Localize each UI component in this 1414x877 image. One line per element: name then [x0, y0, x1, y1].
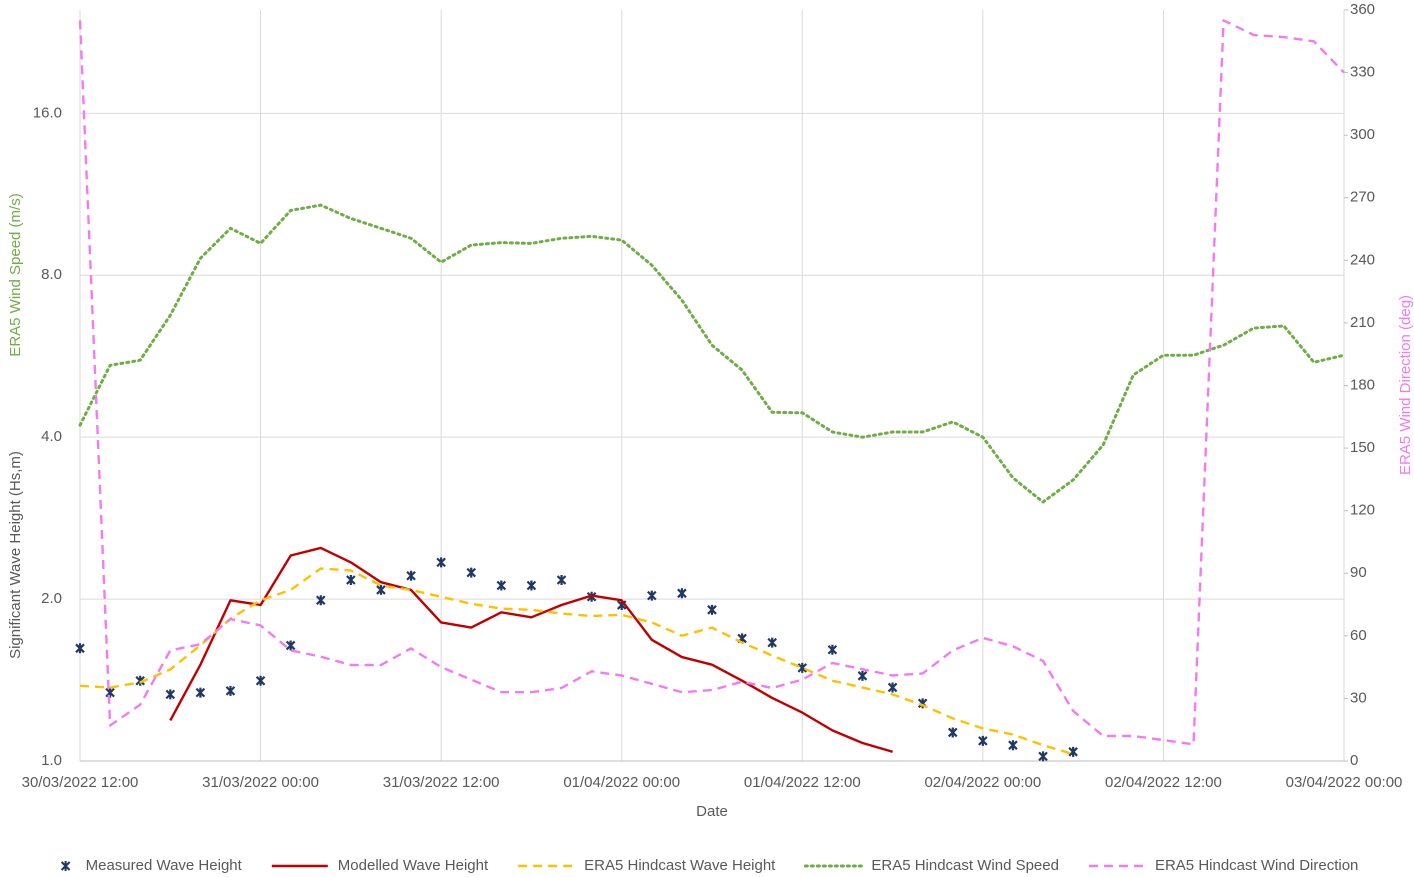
data-point	[526, 580, 537, 591]
series-line	[78, 19, 1345, 746]
series-line	[78, 203, 1346, 504]
y2-axis-title: ERA5 Wind Direction (deg)	[1397, 295, 1414, 475]
data-point	[857, 670, 868, 681]
x-tick-label: 03/04/2022 00:00	[1286, 774, 1403, 791]
y2-tick-label: 60	[1350, 627, 1367, 644]
x-tick-label: 02/04/2022 00:00	[924, 774, 1041, 791]
legend-item: Measured Wave Height	[60, 857, 243, 874]
data-point	[285, 640, 296, 651]
data-point	[466, 567, 477, 578]
x-axis-title: Date	[696, 803, 728, 820]
y-tick-label: 1.0	[41, 752, 62, 769]
data-point	[827, 644, 838, 655]
data-point	[315, 595, 326, 606]
data-point	[195, 687, 206, 698]
data-point	[947, 727, 958, 738]
data-point	[376, 584, 386, 595]
x-tick-label: 30/03/2022 12:00	[22, 774, 139, 791]
legend-label: ERA5 Hindcast Wave Height	[584, 857, 776, 874]
legend-item: ERA5 Hindcast Wind Speed	[803, 857, 1059, 874]
data-point	[225, 685, 236, 696]
y2-tick-label: 90	[1350, 564, 1367, 581]
y2-tick-label: 300	[1350, 126, 1375, 143]
y2-tick-label: 240	[1350, 251, 1375, 268]
legend-item: Modelled Wave Height	[271, 857, 489, 874]
y-tick-label: 4.0	[41, 428, 62, 445]
y-tick-label: 8.0	[41, 266, 62, 283]
y2-tick-label: 30	[1350, 689, 1367, 706]
legend-label: Modelled Wave Height	[338, 857, 489, 874]
y2-tick-label: 0	[1350, 752, 1358, 769]
data-point	[346, 575, 356, 586]
data-point	[887, 682, 898, 693]
data-point	[255, 675, 266, 686]
data-point	[1008, 740, 1018, 751]
data-point	[406, 570, 416, 581]
legend-symbol	[60, 861, 71, 871]
data-point	[105, 687, 115, 698]
series-line	[79, 567, 1074, 756]
data-point	[135, 675, 145, 686]
legend-label: ERA5 Hindcast Wind Direction	[1155, 857, 1358, 874]
data-point	[677, 588, 687, 599]
data-point	[496, 580, 507, 591]
y2-tick-label: 120	[1350, 502, 1375, 519]
data-point	[707, 604, 717, 615]
y-tick-label: 16.0	[33, 104, 62, 121]
y-axis-title: Significant Wave Height (Hs,m)	[7, 451, 24, 659]
legend-label: ERA5 Hindcast Wind Speed	[871, 857, 1059, 874]
data-point	[797, 662, 808, 673]
legend-item: ERA5 Hindcast Wave Height	[518, 857, 776, 874]
data-point	[1068, 746, 1078, 757]
data-point	[647, 590, 657, 601]
series-line	[169, 546, 893, 753]
y2-tick-label: 360	[1350, 1, 1375, 18]
data-point	[1038, 751, 1048, 762]
x-tick-label: 02/04/2022 12:00	[1105, 774, 1222, 791]
y-axis-secondary-title: ERA5 Wind Speed (m/s)	[7, 193, 24, 356]
data-point	[165, 689, 176, 700]
data-point	[767, 637, 777, 648]
data-point	[556, 575, 567, 586]
y2-tick-label: 330	[1350, 64, 1375, 81]
y2-tick-label: 210	[1350, 314, 1375, 331]
x-tick-label: 31/03/2022 12:00	[383, 774, 500, 791]
x-tick-label: 01/04/2022 00:00	[563, 774, 680, 791]
y2-tick-label: 180	[1350, 376, 1375, 393]
x-tick-label: 01/04/2022 12:00	[744, 774, 861, 791]
x-tick-label: 31/03/2022 00:00	[202, 774, 319, 791]
data-point	[978, 735, 988, 746]
data-point	[436, 557, 446, 568]
legend-item: ERA5 Hindcast Wind Direction	[1088, 857, 1358, 874]
y2-tick-label: 150	[1350, 439, 1375, 456]
legend-label: Measured Wave Height	[86, 857, 243, 874]
data-point	[75, 643, 85, 654]
y-tick-label: 2.0	[41, 590, 62, 607]
y2-tick-label: 270	[1350, 189, 1375, 206]
